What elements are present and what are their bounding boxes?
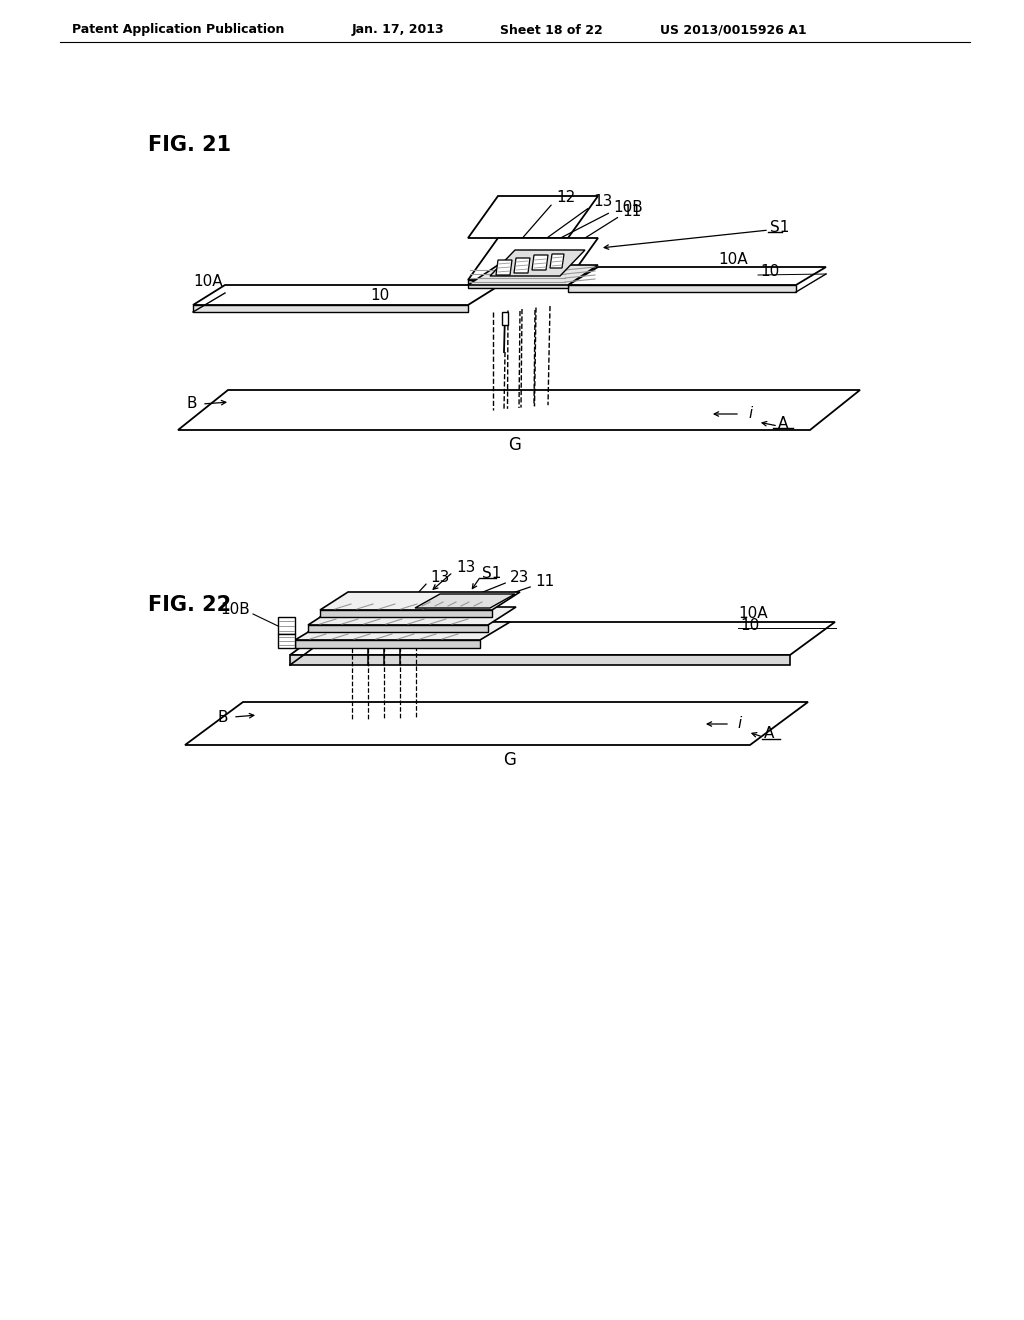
- Polygon shape: [468, 265, 598, 285]
- Text: 10B: 10B: [613, 201, 643, 215]
- Polygon shape: [514, 257, 530, 273]
- Polygon shape: [290, 655, 790, 665]
- Polygon shape: [468, 195, 598, 238]
- Polygon shape: [185, 702, 808, 744]
- Text: B: B: [217, 710, 228, 725]
- Polygon shape: [550, 253, 564, 268]
- Polygon shape: [278, 616, 295, 634]
- Text: 10A: 10A: [738, 606, 768, 622]
- Polygon shape: [468, 280, 568, 288]
- Text: 10B: 10B: [220, 602, 250, 618]
- Text: 10A: 10A: [718, 252, 748, 268]
- Text: 10A: 10A: [193, 275, 222, 289]
- Text: 10: 10: [740, 618, 759, 632]
- Text: i: i: [748, 407, 753, 421]
- Text: 10: 10: [760, 264, 779, 280]
- Polygon shape: [415, 594, 515, 609]
- Polygon shape: [193, 305, 468, 312]
- Text: S1: S1: [482, 566, 502, 582]
- Text: 12: 12: [556, 190, 575, 206]
- Text: 13: 13: [456, 561, 475, 576]
- Polygon shape: [319, 591, 520, 610]
- Polygon shape: [308, 624, 488, 632]
- Text: G: G: [504, 751, 516, 770]
- Polygon shape: [532, 255, 548, 271]
- Polygon shape: [308, 607, 516, 624]
- Text: US 2013/0015926 A1: US 2013/0015926 A1: [660, 24, 807, 37]
- Text: 10: 10: [370, 288, 389, 302]
- Text: 23: 23: [510, 570, 529, 586]
- Polygon shape: [502, 312, 508, 325]
- Polygon shape: [295, 622, 510, 640]
- Text: Patent Application Publication: Patent Application Publication: [72, 24, 285, 37]
- Text: 13: 13: [593, 194, 612, 210]
- Text: i: i: [737, 717, 741, 731]
- Text: 11: 11: [535, 574, 554, 590]
- Polygon shape: [193, 285, 500, 305]
- Text: A: A: [778, 417, 788, 432]
- Text: 11: 11: [622, 205, 641, 219]
- Text: Jan. 17, 2013: Jan. 17, 2013: [352, 24, 444, 37]
- Text: G: G: [509, 436, 521, 454]
- Polygon shape: [290, 622, 835, 655]
- Polygon shape: [178, 389, 860, 430]
- Polygon shape: [568, 267, 826, 285]
- Text: FIG. 21: FIG. 21: [148, 135, 231, 154]
- Polygon shape: [278, 634, 295, 648]
- Text: S1: S1: [770, 219, 790, 235]
- Polygon shape: [468, 238, 598, 280]
- Polygon shape: [490, 249, 585, 276]
- Text: FIG. 22: FIG. 22: [148, 595, 231, 615]
- Polygon shape: [568, 285, 796, 292]
- Text: Sheet 18 of 22: Sheet 18 of 22: [500, 24, 603, 37]
- Polygon shape: [496, 260, 512, 275]
- Text: A: A: [764, 726, 774, 742]
- Polygon shape: [319, 610, 492, 616]
- Text: B: B: [186, 396, 197, 412]
- Text: 13: 13: [430, 570, 450, 586]
- Polygon shape: [295, 640, 480, 648]
